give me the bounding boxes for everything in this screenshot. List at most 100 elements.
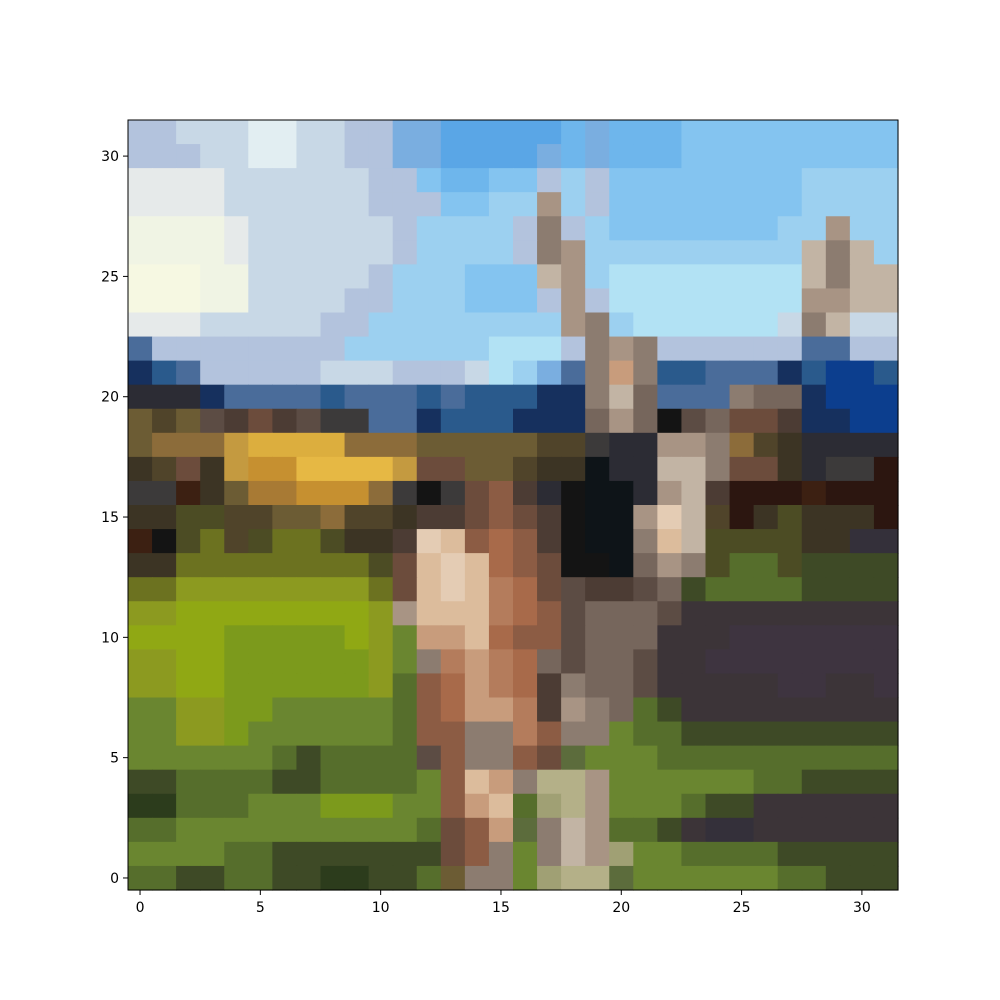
pixel-cell: [416, 769, 442, 795]
pixel-cell: [392, 216, 418, 241]
pixel-cell: [416, 384, 442, 410]
pixel-cell: [152, 553, 177, 578]
pixel-cell: [585, 480, 610, 506]
y-tick-label: 25: [101, 269, 119, 285]
pixel-cell: [777, 553, 803, 578]
pixel-cell: [705, 697, 731, 723]
pixel-cell: [873, 553, 899, 578]
pixel-cell: [416, 553, 442, 578]
pixel-cell: [200, 192, 225, 217]
pixel-cell: [296, 264, 322, 290]
pixel-cell: [729, 553, 755, 578]
pixel-cell: [513, 865, 538, 891]
pixel-cell: [272, 793, 298, 819]
pixel-cell: [513, 553, 538, 578]
pixel-cell: [176, 432, 201, 458]
pixel-cell: [801, 697, 827, 723]
pixel-cell: [464, 793, 490, 819]
pixel-cell: [224, 769, 249, 795]
pixel-cell: [368, 384, 394, 410]
pixel-cell: [801, 721, 827, 747]
pixel-cell: [513, 240, 538, 265]
pixel-cell: [657, 649, 683, 675]
pixel-cell: [488, 529, 514, 554]
pixel-cell: [368, 745, 394, 771]
pixel-cell: [344, 649, 370, 675]
pixel-cell: [416, 721, 442, 747]
pixel-cell: [561, 144, 586, 169]
pixel-cell: [344, 168, 370, 193]
pixel-cell: [488, 456, 514, 482]
pixel-cell: [128, 240, 153, 265]
pixel-cell: [585, 360, 610, 386]
pixel-cell: [849, 505, 875, 530]
pixel-cell: [633, 601, 658, 626]
pixel-cell: [464, 721, 490, 747]
pixel-cell: [320, 577, 346, 602]
pixel-cell: [753, 865, 779, 891]
pixel-cell: [272, 312, 298, 338]
pixel-cell: [440, 793, 466, 819]
pixel-cell: [224, 505, 249, 530]
pixel-cell: [681, 408, 707, 434]
pixel-cell: [344, 529, 370, 554]
pixel-cell: [248, 553, 273, 578]
pixel-cell: [200, 505, 225, 530]
pixel-cell: [128, 120, 153, 145]
pixel-cell: [873, 529, 899, 554]
pixel-cell: [729, 456, 755, 482]
pixel-cell: [585, 505, 610, 530]
pixel-cell: [392, 336, 418, 362]
pixel-cell: [344, 144, 370, 169]
pixel-cell: [176, 769, 201, 795]
pixel-cell: [585, 240, 610, 265]
pixel-cell: [753, 216, 779, 241]
pixel-cell: [296, 192, 322, 217]
pixel-cell: [272, 120, 298, 145]
pixel-cell: [488, 312, 514, 338]
pixel-cell: [128, 721, 153, 747]
pixel-cell: [513, 144, 538, 169]
pixel-cell: [416, 432, 442, 458]
pixel-cell: [368, 529, 394, 554]
pixel-cell: [344, 120, 370, 145]
x-tick-label: 10: [372, 900, 390, 916]
pixel-cell: [368, 793, 394, 819]
pixel-cell: [152, 216, 177, 241]
pixel-cell: [633, 553, 658, 578]
pixel-cell: [368, 841, 394, 867]
pixel-cell: [681, 601, 707, 626]
pixel-cell: [777, 673, 803, 699]
pixel-cell: [296, 240, 322, 265]
pixel-cell: [392, 745, 418, 771]
pixel-cell: [128, 456, 153, 482]
x-tick-label: 15: [492, 900, 510, 916]
pixel-cell: [296, 360, 322, 386]
pixel-cell: [873, 168, 899, 193]
pixel-cell: [705, 529, 731, 554]
pixel-cell: [825, 312, 851, 338]
pixel-cell: [825, 745, 851, 771]
pixel-cell: [176, 456, 201, 482]
pixel-cell: [705, 264, 731, 290]
pixel-cell: [272, 408, 298, 434]
pixel-cell: [344, 721, 370, 747]
pixel-cell: [513, 841, 538, 867]
pixel-cell: [488, 673, 514, 699]
pixel-cell: [152, 745, 177, 771]
pixel-cell: [464, 264, 490, 290]
pixel-cell: [801, 505, 827, 530]
pixel-cell: [320, 697, 346, 723]
pixel-cell: [344, 192, 370, 217]
pixel-cell: [585, 312, 610, 338]
pixel-cell: [753, 360, 779, 386]
pixel-cell: [729, 529, 755, 554]
pixel-cell: [128, 384, 153, 410]
pixel-cell: [777, 120, 803, 145]
pixel-cell: [176, 216, 201, 241]
pixel-cell: [681, 865, 707, 891]
pixel-cell: [248, 817, 273, 843]
pixel-cell: [777, 793, 803, 819]
pixel-cell: [440, 432, 466, 458]
pixel-cell: [200, 168, 225, 193]
